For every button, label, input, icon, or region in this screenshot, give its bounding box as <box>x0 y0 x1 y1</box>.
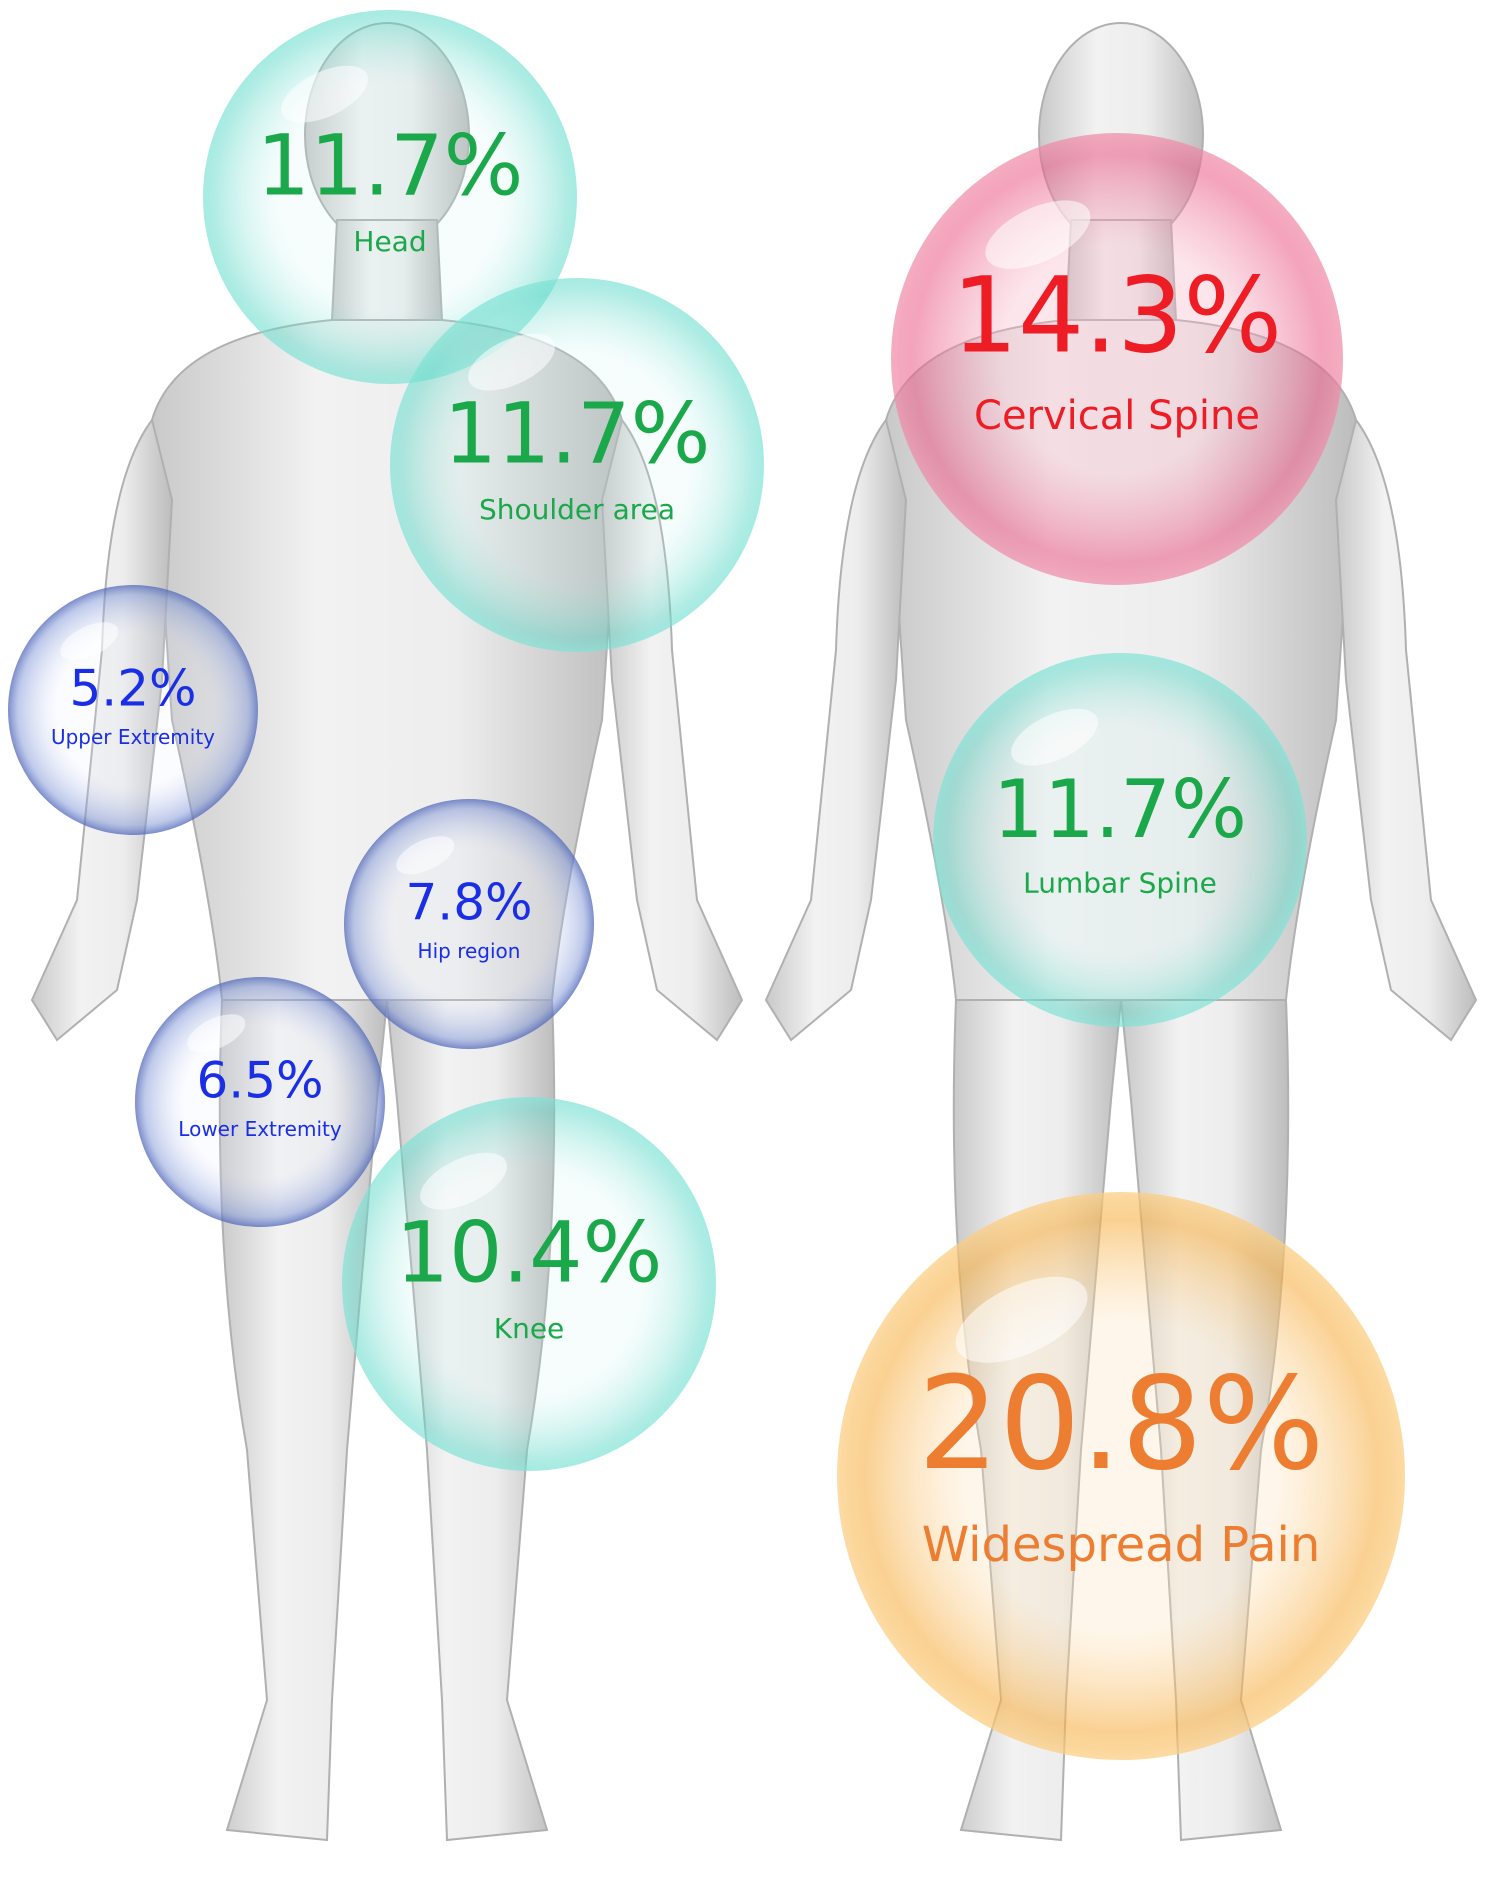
bubble: 11.7% Shoulder area <box>390 278 764 652</box>
bubble-label: Lumbar Spine <box>1023 866 1217 899</box>
infographic: 11.7% Head 11.7% Shoulder area 5.2% Upper Ext… <box>0 0 1498 1889</box>
bubble: 5.2% Upper Extremity <box>8 585 258 835</box>
bubble-value: 6.5% <box>196 1052 323 1110</box>
bubble-label: Lower Extremity <box>178 1117 342 1141</box>
bubble: 11.7% Lumbar Spine <box>933 653 1307 1027</box>
bubble-value: 11.7% <box>993 763 1247 856</box>
bubble-label: Cervical Spine <box>974 393 1260 439</box>
bubble-label: Upper Extremity <box>51 725 215 749</box>
bubble-value: 10.4% <box>396 1204 663 1302</box>
bubble-label: Head <box>353 225 426 258</box>
arm-right <box>1336 420 1476 1040</box>
bubble-label: Knee <box>494 1312 565 1345</box>
bubble-label: Widespread Pain <box>922 1517 1321 1573</box>
bubble: 20.8% Widespread Pain <box>837 1192 1405 1760</box>
bubble: 10.4% Knee <box>342 1097 716 1471</box>
arm-left <box>766 420 906 1040</box>
bubble-value: 14.3% <box>952 254 1282 376</box>
bubble-label: Shoulder area <box>479 493 675 526</box>
bubble: 6.5% Lower Extremity <box>135 977 385 1227</box>
bubble-value: 11.7% <box>257 117 524 215</box>
bubble-value: 7.8% <box>405 874 532 932</box>
bubble-value: 11.7% <box>444 385 711 483</box>
bubble: 14.3% Cervical Spine <box>891 133 1343 585</box>
bubble-value: 5.2% <box>69 660 196 718</box>
bubble-value: 20.8% <box>918 1350 1325 1499</box>
bubble-label: Hip region <box>418 939 521 963</box>
page: 11.7% Head 11.7% Shoulder area 5.2% Upper Ext… <box>0 0 1498 1889</box>
bubble: 7.8% Hip region <box>344 799 594 1049</box>
